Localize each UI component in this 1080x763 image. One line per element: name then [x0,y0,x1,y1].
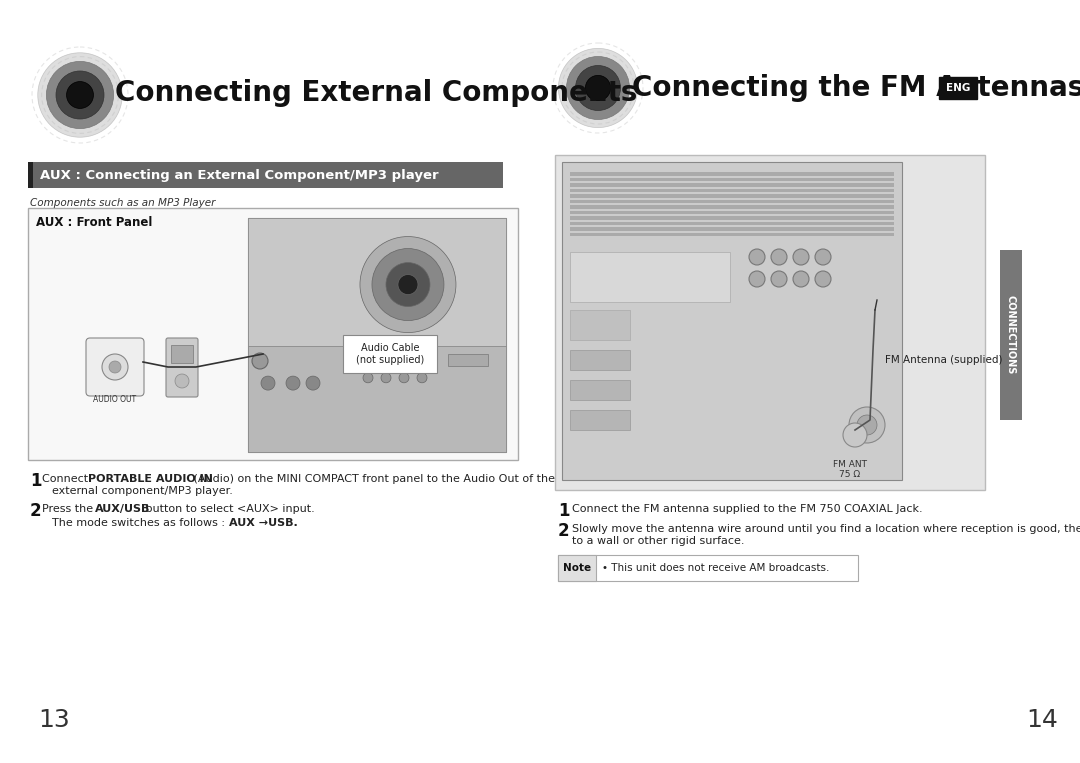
Circle shape [750,271,765,287]
Circle shape [815,271,831,287]
Circle shape [175,374,189,388]
Text: Connecting the FM Antennas: Connecting the FM Antennas [632,74,1080,102]
Text: Components such as an MP3 Player: Components such as an MP3 Player [30,198,215,208]
Circle shape [386,262,430,307]
Bar [33,162,503,188]
Text: 14: 14 [1026,708,1058,732]
Circle shape [38,53,122,137]
Bar [570,216,894,220]
Bar [171,345,193,363]
Bar [248,218,507,452]
Circle shape [849,407,885,443]
Circle shape [567,56,630,120]
Bar [570,211,894,214]
Circle shape [286,376,300,390]
Circle shape [252,353,268,369]
Text: AUDIO OUT: AUDIO OUT [94,395,136,404]
Text: to a wall or other rigid surface.: to a wall or other rigid surface. [572,536,744,546]
Bar [570,205,894,208]
Bar [570,233,894,236]
Text: 13: 13 [38,708,70,732]
Bar [570,252,730,302]
Text: 1: 1 [30,472,41,490]
Circle shape [399,373,409,383]
Circle shape [397,275,418,295]
Circle shape [843,423,867,447]
Circle shape [771,249,787,265]
Circle shape [750,249,765,265]
FancyBboxPatch shape [86,338,144,396]
Circle shape [261,376,275,390]
Text: 2: 2 [30,502,42,520]
Circle shape [46,61,113,129]
Text: external component/MP3 player.: external component/MP3 player. [52,486,233,496]
Bar [570,172,894,175]
Bar [570,227,894,230]
Bar [558,555,858,581]
Bar [570,310,630,340]
Bar [570,350,630,370]
Text: (Audio) on the MINI COMPACT front panel to the Audio Out of the: (Audio) on the MINI COMPACT front panel … [190,474,555,484]
Bar [555,155,985,490]
Text: AUX →USB.: AUX →USB. [229,518,298,528]
Bar [448,354,488,366]
Text: PORTABLE AUDIO IN: PORTABLE AUDIO IN [87,474,213,484]
FancyBboxPatch shape [166,338,198,397]
Circle shape [585,76,610,101]
Text: FM ANT
75 Ω: FM ANT 75 Ω [833,460,867,479]
Text: FM Antenna (supplied): FM Antenna (supplied) [885,355,1002,365]
Circle shape [360,237,456,333]
Text: Connect the FM antenna supplied to the FM 750 COAXIAL Jack.: Connect the FM antenna supplied to the F… [572,504,922,514]
Bar [28,208,518,460]
Bar [570,188,894,192]
Text: AUX : Connecting an External Component/MP3 player: AUX : Connecting an External Component/M… [40,169,438,182]
Bar [558,555,596,581]
Circle shape [417,373,427,383]
Circle shape [102,354,129,380]
Bar [28,162,33,188]
Bar [570,380,630,400]
Text: 2: 2 [558,522,569,540]
FancyBboxPatch shape [343,335,437,373]
Circle shape [793,249,809,265]
Text: Slowly move the antenna wire around until you find a location where reception is: Slowly move the antenna wire around unti… [572,524,1080,534]
Circle shape [67,82,94,108]
Text: The mode switches as follows :: The mode switches as follows : [52,518,232,528]
Text: • This unit does not receive AM broadcasts.: • This unit does not receive AM broadcas… [602,563,829,573]
Text: Press the: Press the [42,504,96,514]
Circle shape [771,271,787,287]
Bar [248,346,507,452]
Text: Audio Cable
(not supplied): Audio Cable (not supplied) [356,343,424,365]
Text: Note: Note [563,563,591,573]
Text: Connect: Connect [42,474,92,484]
Bar [562,162,902,480]
Text: button to select <AUX> input.: button to select <AUX> input. [141,504,314,514]
Bar [570,178,894,181]
Bar [570,221,894,225]
Bar [570,194,894,198]
Bar [570,183,894,186]
Circle shape [363,373,373,383]
Text: AUX/USB: AUX/USB [95,504,150,514]
Text: 1: 1 [558,502,569,520]
Bar [248,218,507,346]
Text: Connecting External Components: Connecting External Components [114,79,637,107]
Circle shape [815,249,831,265]
Text: CONNECTIONS: CONNECTIONS [1005,295,1016,375]
Circle shape [858,415,877,435]
FancyBboxPatch shape [939,77,977,99]
Circle shape [381,373,391,383]
Bar [1000,250,1022,420]
Circle shape [372,249,444,320]
Circle shape [56,71,104,119]
Circle shape [306,376,320,390]
Bar [570,199,894,203]
Circle shape [576,66,621,111]
Text: ENG: ENG [946,83,970,93]
Text: AUX : Front Panel: AUX : Front Panel [36,215,152,228]
Circle shape [793,271,809,287]
Circle shape [558,48,637,127]
Bar [570,410,630,430]
Circle shape [109,361,121,373]
